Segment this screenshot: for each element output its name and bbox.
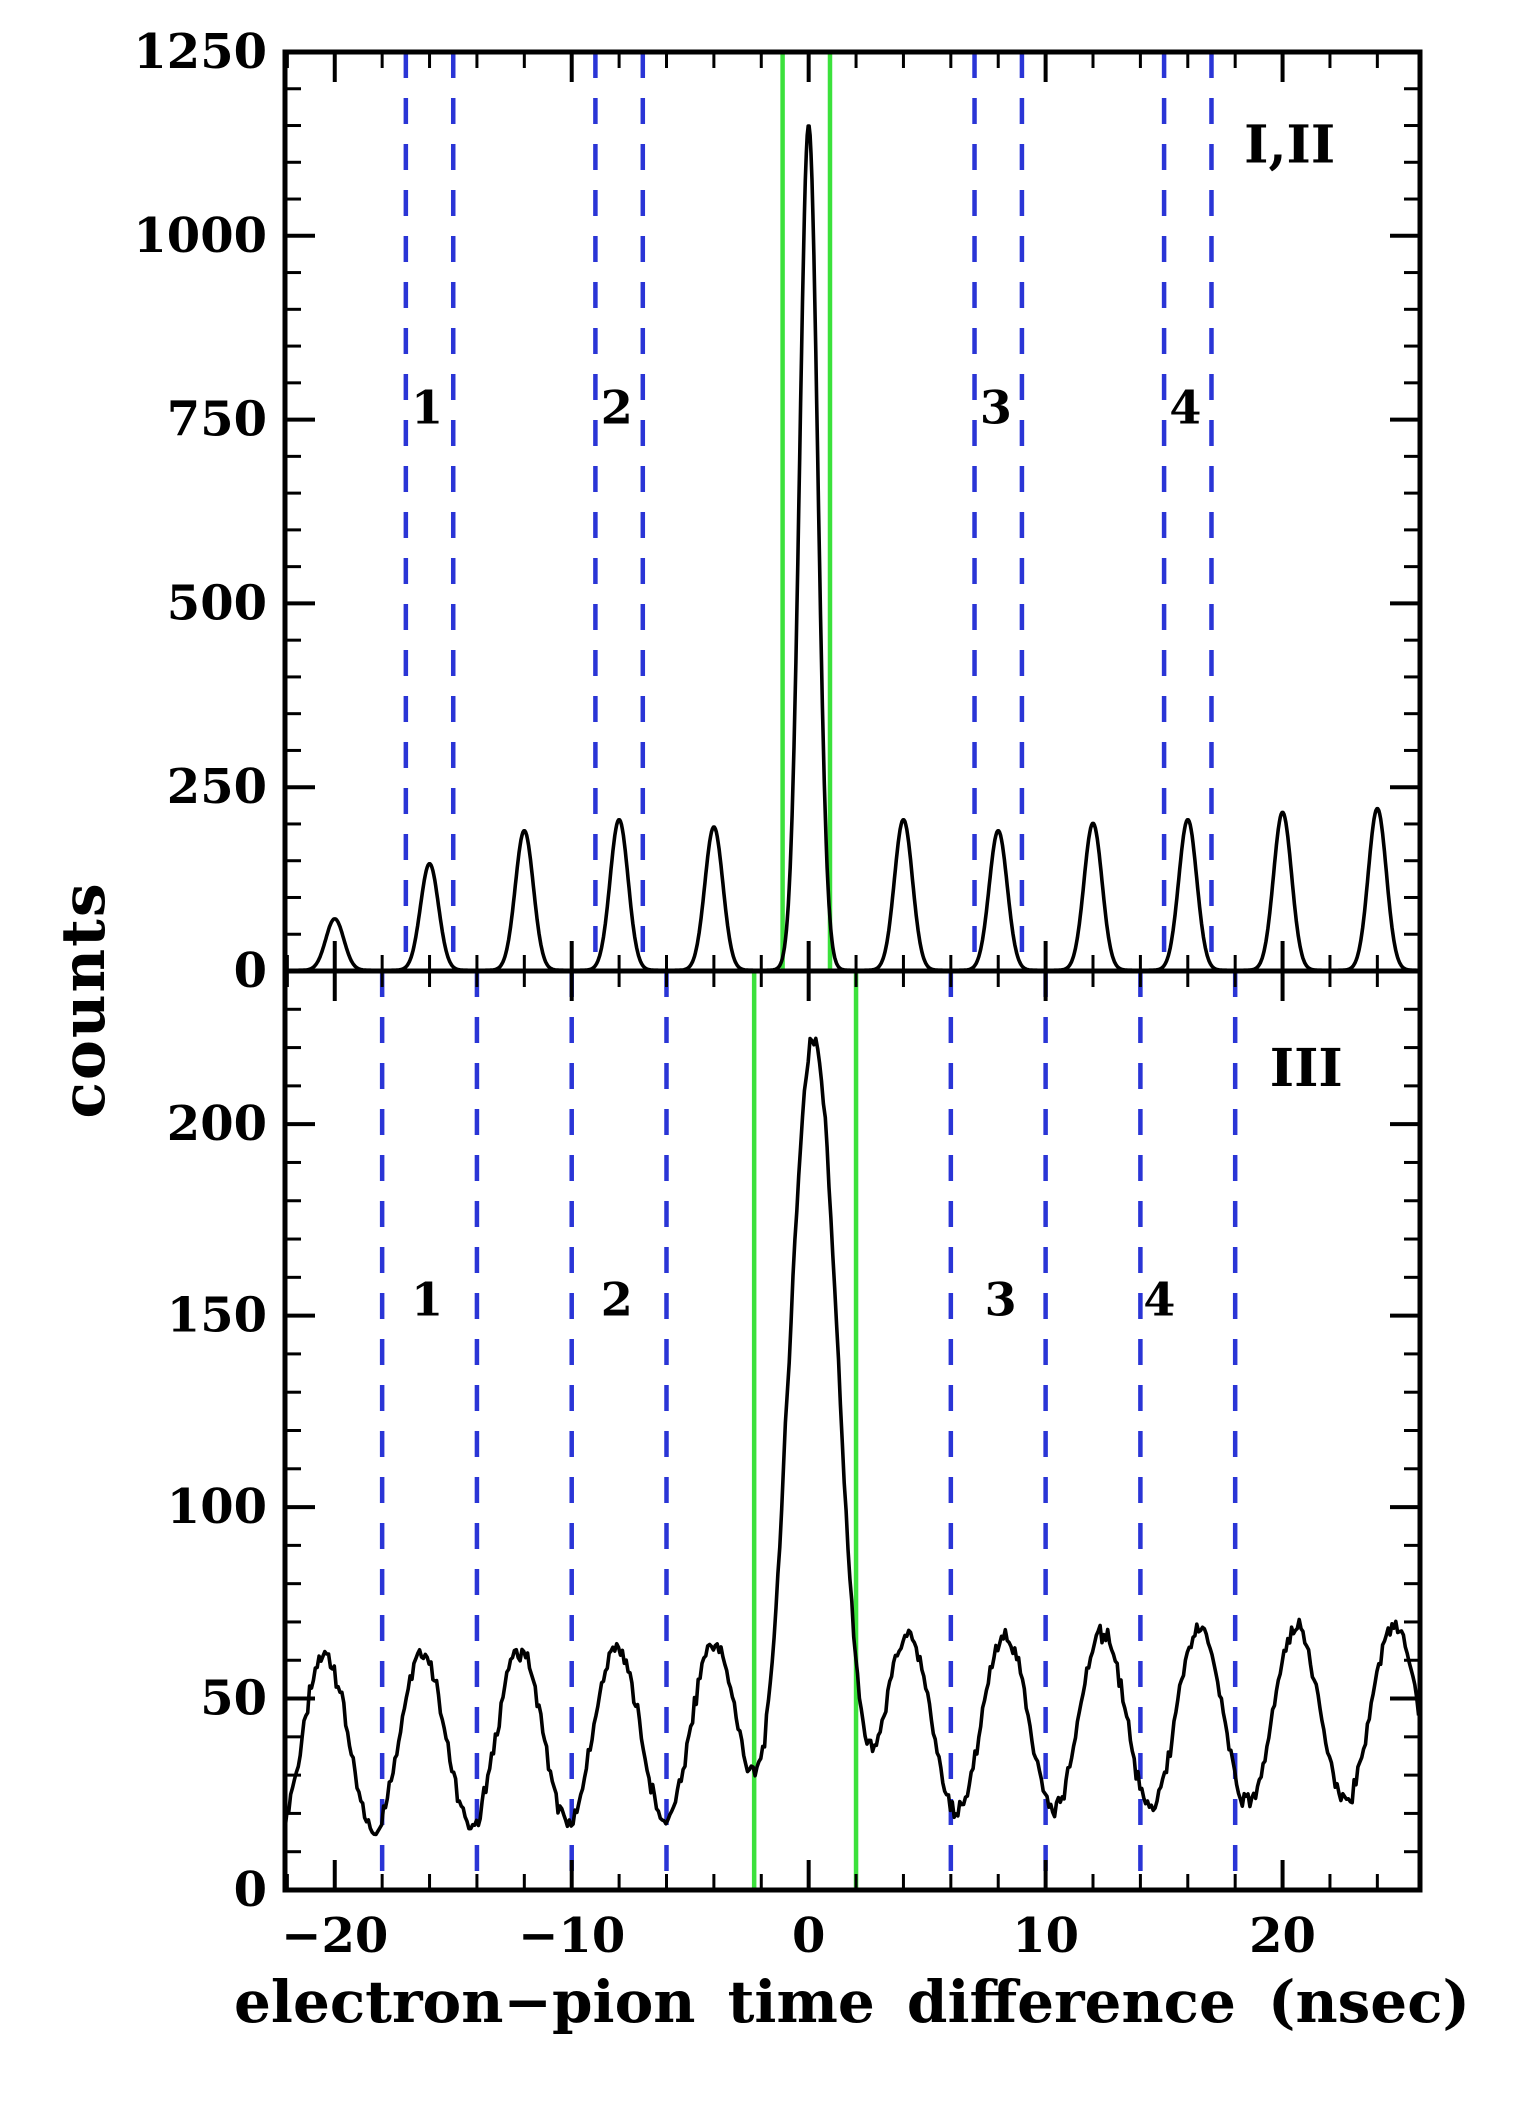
bottom-panel-label: III [1270, 1038, 1343, 1099]
bottom-region-label: 3 [985, 1273, 1017, 1327]
x-axis-title: electron−pion time difference (nsec) [234, 1968, 1470, 2036]
bottom-y-tick-label: 100 [167, 1479, 267, 1535]
bottom-y-tick-label: 50 [200, 1671, 267, 1727]
top-region-label: 3 [980, 380, 1012, 434]
top-panel-label: I,II [1244, 114, 1335, 175]
bottom-y-tick-label: 200 [167, 1096, 267, 1152]
top-y-tick-label: 1250 [133, 24, 267, 80]
top-y-tick-label: 0 [234, 943, 267, 999]
x-tick-label: 0 [792, 1908, 825, 1964]
top-y-tick-label: 500 [167, 575, 267, 631]
bottom-y-tick-label: 150 [167, 1288, 267, 1344]
top-region-label: 1 [411, 380, 443, 434]
bottom-region-label: 2 [601, 1273, 633, 1327]
bottom-y-tick-label: 0 [234, 1862, 267, 1918]
x-tick-label: 20 [1249, 1908, 1316, 1964]
bottom-panel-curve [283, 1036, 1421, 1837]
top-y-tick-label: 1000 [133, 208, 267, 264]
x-tick-label: −20 [281, 1908, 388, 1964]
x-tick-label: −10 [518, 1908, 625, 1964]
bottom-region-label: 1 [411, 1273, 443, 1327]
top-y-tick-label: 250 [167, 759, 267, 815]
top-region-label: 4 [1169, 380, 1201, 434]
top-region-label: 2 [601, 380, 633, 434]
bottom-region-label: 4 [1143, 1273, 1175, 1327]
x-tick-label: 10 [1012, 1908, 1079, 1964]
y-axis-title: counts [49, 881, 119, 1119]
top-y-tick-label: 750 [167, 392, 267, 448]
